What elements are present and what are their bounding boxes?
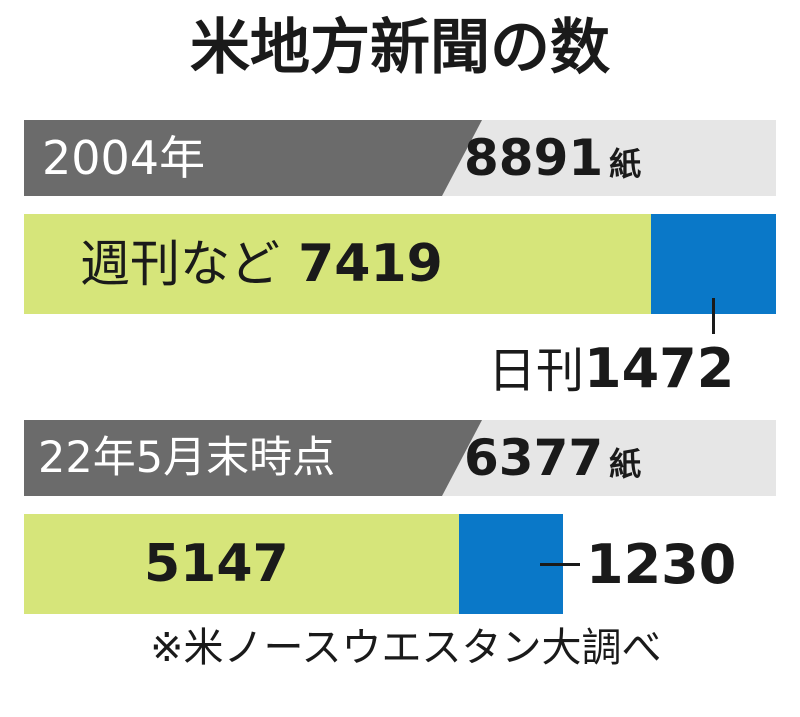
weekly-data-label: 週刊など 7419: [80, 214, 443, 314]
source-footnote: ※米ノースウエスタン大調べ: [150, 625, 662, 671]
group-total: 6377 紙: [464, 420, 641, 496]
daily-leader-line: [540, 563, 580, 566]
bar-segment-daily: [651, 214, 776, 314]
group-label: 2004年: [42, 131, 206, 185]
group-total-unit: 紙: [609, 445, 642, 483]
daily-data-label: 日刊1472: [488, 342, 734, 396]
daily-series-name: 日刊: [488, 343, 585, 399]
group-total-value: 8891: [464, 129, 604, 187]
group-label: 22年5月末時点: [38, 433, 336, 483]
chart-title: 米地方新聞の数: [190, 13, 610, 83]
group-header-bg: [24, 420, 776, 496]
group-header-2022: 22年5月末時点 6377 紙: [24, 420, 776, 496]
stacked-bar-2022: 5147: [24, 514, 564, 614]
group-header-2004: 2004年 8891 紙: [24, 120, 776, 196]
daily-leader-line: [712, 298, 715, 334]
bar-segment-weekly: [24, 214, 652, 314]
group-header-bg: [24, 120, 776, 196]
group-total-value: 6377: [464, 429, 604, 487]
group-total-unit: 紙: [609, 145, 642, 183]
weekly-value: 7419: [298, 234, 443, 294]
weekly-series-name: 週刊など: [80, 235, 280, 293]
daily-value: 1472: [584, 337, 735, 400]
daily-value: 1230: [586, 533, 737, 596]
bar-segment-weekly: [24, 514, 460, 614]
group-total: 8891 紙: [464, 120, 641, 196]
stacked-bar-2004: 週刊など 7419: [24, 214, 776, 314]
weekly-value: 5147: [144, 534, 289, 594]
